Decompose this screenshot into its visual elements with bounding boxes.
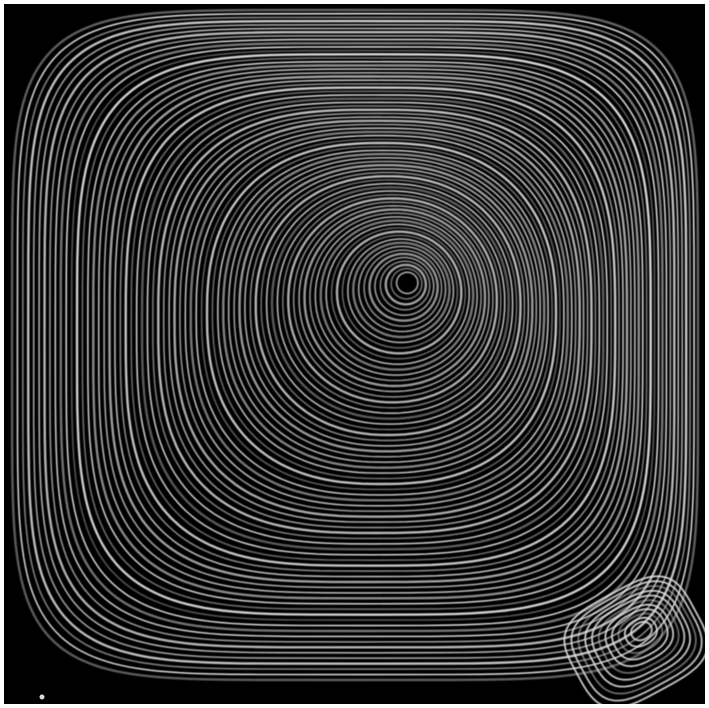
- shading: [4, 4, 705, 704]
